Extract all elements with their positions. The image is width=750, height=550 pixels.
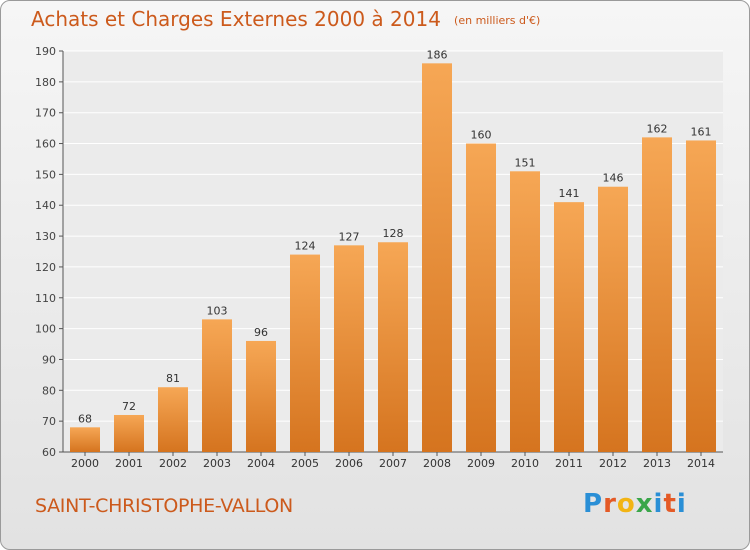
logo-letter: o [616, 489, 636, 519]
bar [598, 186, 628, 452]
y-tick-label: 120 [35, 261, 56, 274]
y-tick-label: 90 [42, 353, 56, 366]
data-label: 146 [603, 172, 624, 185]
y-tick-label: 80 [42, 384, 56, 397]
title-row: Achats et Charges Externes 2000 à 2014 (… [31, 7, 540, 31]
bar [554, 202, 584, 452]
x-tick-label: 2011 [555, 457, 583, 470]
x-tick-label: 2003 [203, 457, 231, 470]
y-tick-label: 60 [42, 446, 56, 459]
data-label: 161 [691, 125, 712, 138]
data-label: 128 [383, 227, 404, 240]
x-tick-label: 2005 [291, 457, 319, 470]
chart-subtitle: (en milliers d'€) [454, 14, 541, 27]
data-label: 72 [122, 400, 136, 413]
y-tick-label: 160 [35, 138, 56, 151]
y-tick-label: 140 [35, 199, 56, 212]
data-label: 162 [647, 122, 668, 135]
bar [466, 143, 496, 453]
data-label: 96 [254, 326, 268, 339]
bar [334, 245, 364, 452]
bar [158, 387, 188, 452]
data-label: 160 [471, 129, 492, 142]
y-tick-label: 130 [35, 230, 56, 243]
y-tick-label: 180 [35, 76, 56, 89]
data-label: 141 [559, 187, 580, 200]
y-tick-label: 190 [35, 45, 56, 58]
x-tick-label: 2007 [379, 457, 407, 470]
data-label: 68 [78, 412, 92, 425]
bar [70, 427, 100, 452]
logo-letter: P [583, 489, 604, 519]
x-tick-label: 2013 [643, 457, 671, 470]
x-tick-label: 2002 [159, 457, 187, 470]
x-tick-label: 2012 [599, 457, 627, 470]
bar [290, 254, 320, 452]
y-tick-label: 150 [35, 168, 56, 181]
y-tick-label: 70 [42, 415, 56, 428]
x-tick-label: 2008 [423, 457, 451, 470]
data-label: 186 [427, 48, 448, 61]
logo-letter: r [603, 489, 617, 519]
y-tick-label: 100 [35, 323, 56, 336]
bar [246, 340, 276, 452]
bar [114, 414, 144, 452]
data-label: 124 [295, 240, 316, 253]
bar [642, 137, 672, 452]
bar [378, 242, 408, 452]
data-label: 81 [166, 372, 180, 385]
x-tick-label: 2014 [687, 457, 715, 470]
bar [202, 319, 232, 452]
x-tick-label: 2006 [335, 457, 363, 470]
logo-letter: x [635, 489, 654, 519]
bar [686, 140, 716, 452]
y-tick-label: 170 [35, 107, 56, 120]
proxiti-logo: Proxiti [583, 489, 687, 519]
chart-title: Achats et Charges Externes 2000 à 2014 [31, 7, 441, 31]
x-tick-label: 2004 [247, 457, 275, 470]
y-tick-label: 110 [35, 292, 56, 305]
x-tick-label: 2001 [115, 457, 143, 470]
bar [422, 63, 452, 452]
data-label: 127 [339, 230, 360, 243]
x-tick-label: 2009 [467, 457, 495, 470]
x-tick-label: 2000 [71, 457, 99, 470]
bar [510, 171, 540, 453]
x-tick-label: 2010 [511, 457, 539, 470]
logo-letter: i [676, 489, 687, 519]
logo-letter: i [653, 489, 664, 519]
logo-letter: t [663, 489, 677, 519]
commune-name: SAINT-CHRISTOPHE-VALLON [35, 495, 293, 517]
data-label: 151 [515, 156, 536, 169]
data-label: 103 [207, 304, 228, 317]
